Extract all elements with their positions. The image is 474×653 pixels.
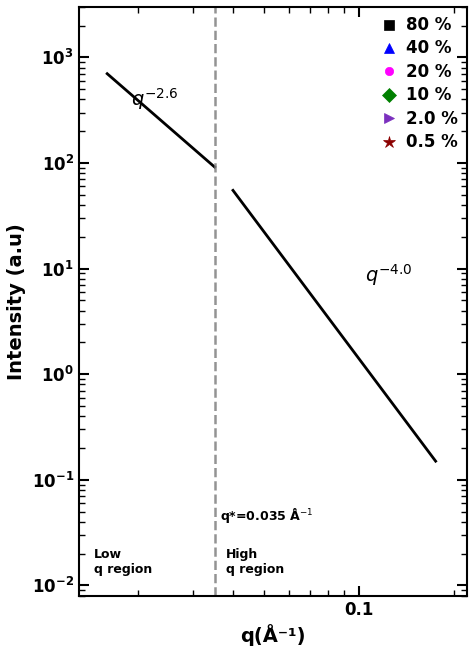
- Text: Low
q region: Low q region: [94, 549, 152, 577]
- Text: $q^{-2.6}$: $q^{-2.6}$: [131, 86, 178, 112]
- Legend: 80 %, 40 %, 20 %, 10 %, 2.0 %, 0.5 %: 80 %, 40 %, 20 %, 10 %, 2.0 %, 0.5 %: [374, 10, 464, 157]
- X-axis label: q(Å⁻¹): q(Å⁻¹): [240, 624, 306, 646]
- Text: q*=0.035 Å$^{-1}$: q*=0.035 Å$^{-1}$: [220, 505, 314, 524]
- Y-axis label: Intensity (a.u): Intensity (a.u): [7, 223, 26, 379]
- Text: High
q region: High q region: [226, 549, 284, 577]
- Text: $q^{-4.0}$: $q^{-4.0}$: [365, 262, 413, 288]
